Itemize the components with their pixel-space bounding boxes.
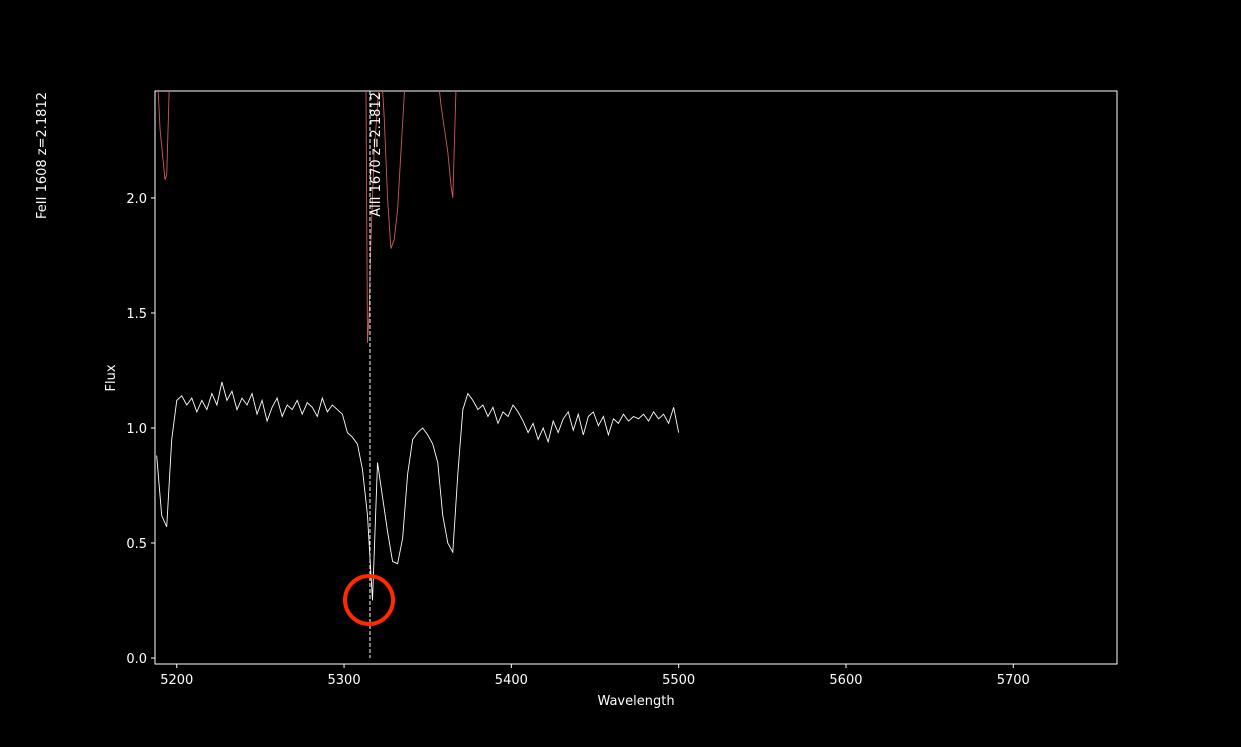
x-tick-label: 5200 bbox=[160, 673, 193, 688]
y-axis-label: Flux bbox=[104, 364, 119, 391]
x-axis-label: Wavelength bbox=[597, 694, 674, 709]
x-tick-label: 5300 bbox=[328, 673, 361, 688]
y-tick-label: 1.5 bbox=[126, 307, 147, 322]
marker-label: AlII 1670 z=2.1812 bbox=[369, 92, 384, 217]
y-tick-label: 0.0 bbox=[126, 652, 147, 667]
spectrum-line bbox=[157, 91, 457, 343]
y-tick-label: 1.0 bbox=[126, 422, 147, 437]
y-tick-label: 0.5 bbox=[126, 537, 147, 552]
highlight-circle bbox=[343, 574, 395, 626]
marker-label: FeII 1608 z=2.1812 bbox=[35, 92, 50, 219]
x-tick-label: 5600 bbox=[829, 673, 862, 688]
y-tick-label: 2.0 bbox=[126, 192, 147, 207]
plot-frame bbox=[154, 90, 1118, 665]
spectrum-line bbox=[156, 381, 680, 601]
x-tick-label: 5700 bbox=[997, 673, 1030, 688]
x-tick-label: 5500 bbox=[662, 673, 695, 688]
x-tick-label: 5400 bbox=[495, 673, 528, 688]
plot-area bbox=[156, 91, 680, 659]
